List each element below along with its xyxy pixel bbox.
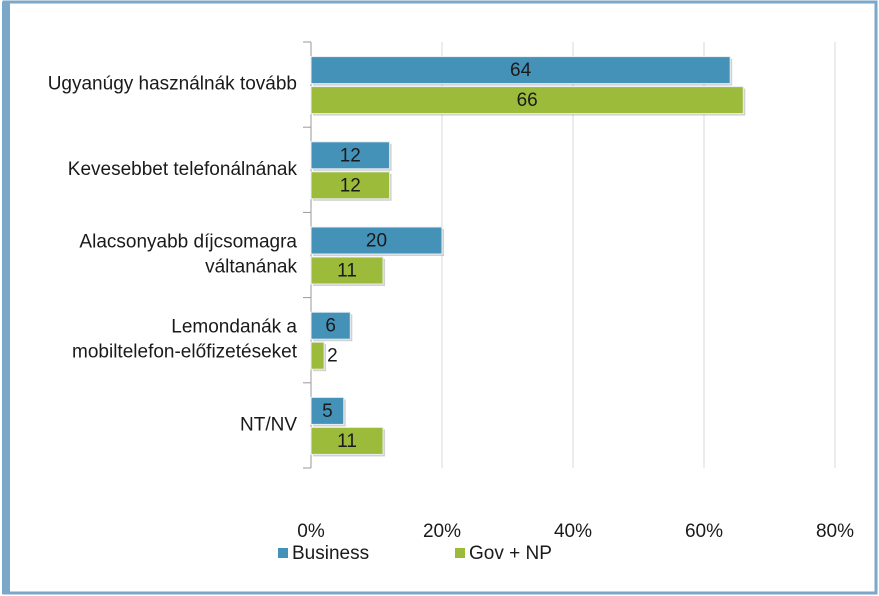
data-label: 11	[337, 261, 357, 282]
legend-swatch	[278, 548, 288, 558]
bar	[310, 56, 731, 85]
data-label: 12	[340, 175, 361, 196]
legend-label: Gov + NP	[469, 543, 552, 564]
x-tick-label: 60%	[685, 521, 723, 542]
bar	[310, 311, 351, 340]
bar	[310, 341, 325, 370]
y-tick-label: Ugyanúgy használnák tovább	[48, 74, 297, 95]
data-label: 11	[337, 431, 357, 452]
data-label: 12	[340, 145, 361, 166]
data-label: 64	[510, 60, 532, 81]
bar	[310, 426, 384, 455]
legend-swatch	[455, 548, 465, 558]
y-tick-label: NT/NV	[240, 414, 297, 435]
x-tick-label: 20%	[423, 521, 461, 542]
data-label: 20	[366, 231, 387, 252]
y-tick-label: Lemondanák a mobiltelefon-előfizetéseket	[72, 317, 298, 363]
bar	[310, 141, 391, 170]
data-label: 66	[517, 90, 538, 111]
x-tick-label: 0%	[297, 521, 325, 542]
bar	[310, 396, 345, 425]
bar	[310, 171, 391, 200]
legend-label: Business	[292, 543, 369, 564]
data-label: 6	[325, 316, 336, 337]
y-tick-label: Alacsonyabb díjcsomagra váltanának	[79, 232, 297, 278]
x-tick-label: 40%	[554, 521, 592, 542]
frame-left	[2, 2, 10, 594]
data-label: 5	[322, 401, 333, 422]
x-tick-label: 80%	[816, 521, 854, 542]
bar	[310, 256, 384, 285]
y-tick-label: Kevesebbet telefonálnának	[68, 159, 298, 180]
bar	[310, 226, 443, 255]
bar	[310, 86, 744, 115]
data-label: 2	[327, 346, 338, 367]
